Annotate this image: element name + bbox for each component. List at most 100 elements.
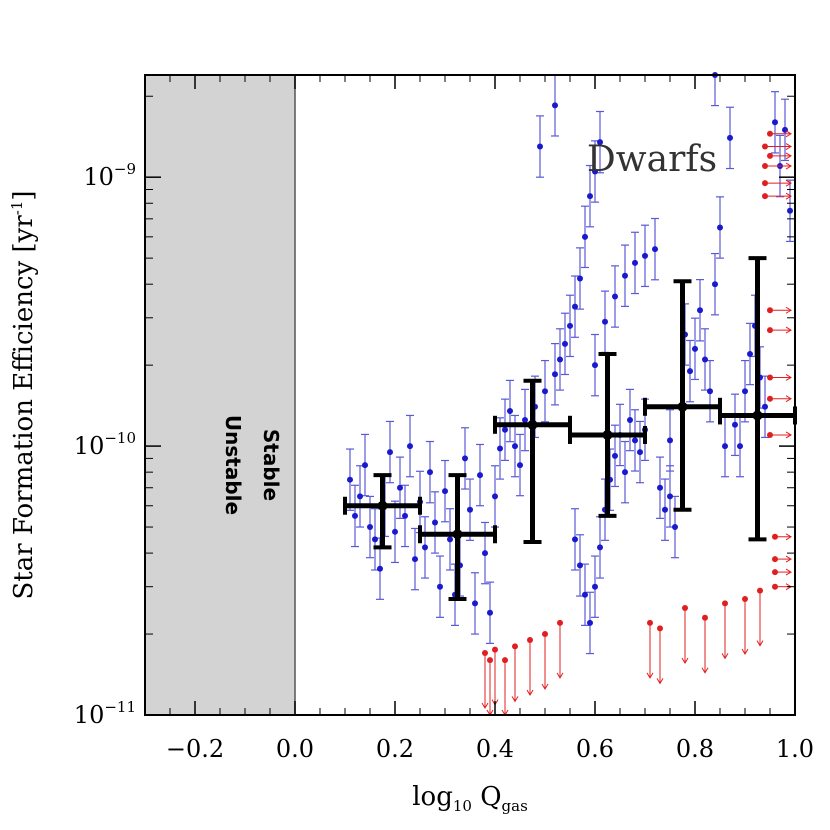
data-point <box>557 356 563 363</box>
upper-limit-point <box>647 619 653 626</box>
upper-limit-arrowhead <box>526 689 534 697</box>
data-point <box>642 252 648 259</box>
lower-limit-arrowhead <box>785 192 792 200</box>
x-label-sub-10: 10 <box>453 797 472 815</box>
upper-limit-point <box>757 587 763 594</box>
lower-limit-point <box>767 374 773 381</box>
lower-limit-arrowhead <box>785 326 792 334</box>
data-point <box>732 421 738 428</box>
lower-limit-point <box>762 163 768 170</box>
data-point <box>377 565 383 572</box>
data-point <box>562 340 568 347</box>
x-tick-label: 0.0 <box>276 735 314 763</box>
data-point <box>407 443 413 450</box>
data-point <box>627 417 633 424</box>
data-point <box>582 233 588 240</box>
data-point <box>762 403 768 410</box>
upper-limit-arrowhead <box>541 683 549 691</box>
lower-limit-point <box>762 143 768 150</box>
data-point <box>772 119 778 126</box>
data-point <box>437 583 443 590</box>
data-point <box>662 506 668 513</box>
data-point <box>512 443 518 450</box>
x-tick-label: 0.6 <box>576 735 614 763</box>
x-tick-label: 0.4 <box>476 735 514 763</box>
upper-limit-point <box>502 657 508 664</box>
data-point <box>572 536 578 543</box>
data-point <box>667 437 673 444</box>
lower-limit-point <box>772 569 778 576</box>
upper-limit-point <box>492 646 498 653</box>
upper-limit-point <box>527 637 533 644</box>
data-point <box>622 272 628 279</box>
binned-mean-point <box>452 529 463 540</box>
data-point <box>657 484 663 491</box>
data-point <box>402 512 408 519</box>
lower-limit-point <box>767 395 773 402</box>
data-point <box>717 224 723 231</box>
lower-limit-arrowhead <box>785 374 792 381</box>
data-point <box>517 462 523 469</box>
data-point <box>347 476 353 483</box>
data-point <box>477 472 483 479</box>
annotation-dwarfs: Dwarfs <box>587 139 717 180</box>
lower-limit-arrowhead <box>785 568 792 576</box>
data-point <box>367 524 373 531</box>
lower-limit-point <box>767 152 773 159</box>
data-point <box>637 449 643 456</box>
lower-limit-point <box>772 583 778 590</box>
x-label-sub-gas: gas <box>502 797 528 815</box>
data-point <box>712 281 718 288</box>
y-tick-exponent: −9 <box>114 160 136 178</box>
data-point <box>507 408 513 415</box>
data-point <box>692 345 698 352</box>
binned-mean-point <box>602 429 613 440</box>
stable-label: Stable <box>259 429 283 501</box>
data-point <box>632 259 638 266</box>
data-point <box>552 371 558 378</box>
lower-limit-arrowhead <box>785 162 792 170</box>
data-point <box>632 437 638 444</box>
data-point <box>552 102 558 109</box>
data-point <box>372 536 378 543</box>
data-point <box>542 388 548 395</box>
y-label-main: Star Formation Efficiency [yr <box>9 215 39 600</box>
x-tick-label: −0.2 <box>166 735 224 763</box>
lower-limit-point <box>772 533 778 540</box>
data-point <box>392 528 398 535</box>
data-point <box>747 351 753 358</box>
lower-limit-point <box>767 327 773 334</box>
data-point <box>537 143 543 150</box>
upper-limit-arrowhead <box>741 648 749 655</box>
lower-limit-arrowhead <box>785 143 792 150</box>
data-point <box>597 544 603 551</box>
data-point <box>592 362 598 369</box>
data-point <box>487 609 493 616</box>
y-tick-label: 10−9 <box>83 160 136 191</box>
binned-mean-point <box>677 401 688 412</box>
x-tick-label: 0.2 <box>376 735 414 763</box>
lower-limit-point <box>772 556 778 563</box>
lower-limit-arrowhead <box>785 395 792 403</box>
data-point <box>612 452 618 459</box>
binned-mean-point <box>752 410 763 421</box>
data-point <box>387 449 393 456</box>
y-tick-exponent: −11 <box>104 698 136 716</box>
y-axis-label: Star Formation Efficiency [yr-1] <box>8 190 39 599</box>
data-point <box>427 469 433 476</box>
upper-limit-point <box>487 657 493 664</box>
upper-limit-point <box>657 625 663 632</box>
unstable-region <box>145 75 295 715</box>
upper-limit-arrowhead <box>556 672 564 679</box>
x-axis-label: log10 Qgas <box>412 782 528 815</box>
x-tick-label: 1.0 <box>776 735 814 763</box>
upper-limit-point <box>482 650 488 657</box>
y-tick-exponent: −10 <box>104 429 136 447</box>
data-point <box>472 600 478 607</box>
data-point <box>602 318 608 325</box>
lower-limit-arrowhead <box>785 179 792 187</box>
data-point <box>727 134 733 141</box>
lower-limit-arrowhead <box>785 431 792 439</box>
lower-limit-arrowhead <box>785 306 792 314</box>
